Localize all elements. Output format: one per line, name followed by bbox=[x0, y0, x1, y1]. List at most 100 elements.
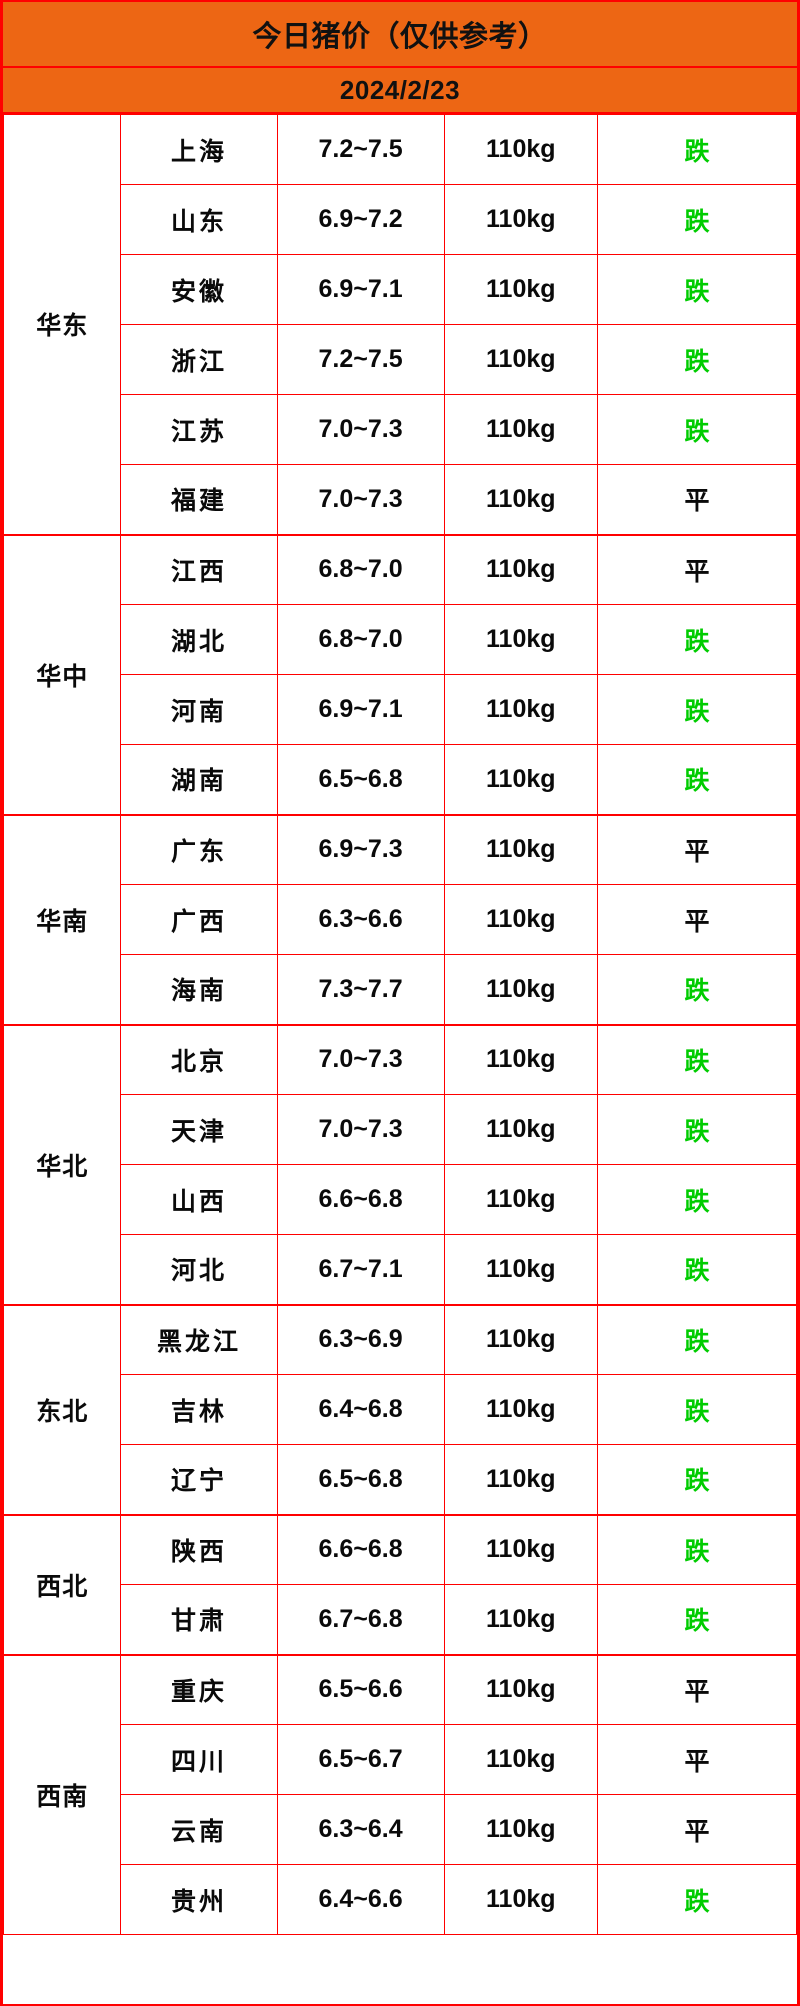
weight-cell: 110kg bbox=[443, 1724, 599, 1795]
weight-cell: 110kg bbox=[443, 254, 599, 325]
trend-cell: 平 bbox=[597, 1724, 797, 1795]
price-cell: 6.9~7.1 bbox=[276, 674, 445, 745]
price-cell: 6.3~6.9 bbox=[276, 1303, 445, 1375]
table-row: 河北 6.7~7.1 110kg 跌 bbox=[4, 1234, 797, 1305]
weight-cell: 110kg bbox=[443, 533, 599, 605]
trend-cell: 平 bbox=[597, 533, 797, 605]
report-date: 2024/2/23 bbox=[3, 68, 797, 114]
table-row: 贵州 6.4~6.6 110kg 跌 bbox=[4, 1864, 797, 1935]
province-cell: 贵州 bbox=[120, 1864, 278, 1935]
table-row: 山西 6.6~6.8 110kg 跌 bbox=[4, 1164, 797, 1235]
table-row: 辽宁 6.5~6.8 110kg 跌 bbox=[4, 1444, 797, 1515]
trend-cell: 平 bbox=[597, 1653, 797, 1725]
weight-cell: 110kg bbox=[443, 813, 599, 885]
province-cell: 河北 bbox=[120, 1234, 278, 1305]
price-cell: 6.4~6.8 bbox=[276, 1374, 445, 1445]
table-row: 吉林 6.4~6.8 110kg 跌 bbox=[4, 1374, 797, 1445]
price-cell: 6.5~6.8 bbox=[276, 744, 445, 815]
price-cell: 6.3~6.6 bbox=[276, 884, 445, 955]
trend-cell: 跌 bbox=[597, 1444, 797, 1515]
province-cell: 甘肃 bbox=[120, 1584, 278, 1655]
table-row: 云南 6.3~6.4 110kg 平 bbox=[4, 1794, 797, 1865]
weight-cell: 110kg bbox=[443, 1584, 599, 1655]
province-cell: 湖南 bbox=[120, 744, 278, 815]
trend-cell: 跌 bbox=[597, 1584, 797, 1655]
table-row: 天津 7.0~7.3 110kg 跌 bbox=[4, 1094, 797, 1165]
price-cell: 6.3~6.4 bbox=[276, 1794, 445, 1865]
trend-cell: 跌 bbox=[597, 324, 797, 395]
province-cell: 重庆 bbox=[120, 1653, 278, 1725]
province-cell: 安徽 bbox=[120, 254, 278, 325]
weight-cell: 110kg bbox=[443, 1164, 599, 1235]
province-cell: 江苏 bbox=[120, 394, 278, 465]
region-cell: 华北 bbox=[3, 1023, 122, 1305]
table-row: 华南 广东 6.9~7.3 110kg 平 bbox=[3, 813, 797, 1025]
table-row: 甘肃 6.7~6.8 110kg 跌 bbox=[4, 1584, 797, 1655]
table-row: 西南 重庆 6.5~6.6 110kg 平 bbox=[3, 1653, 797, 1935]
price-cell: 6.7~7.1 bbox=[276, 1234, 445, 1305]
province-cell: 黑龙江 bbox=[120, 1303, 278, 1375]
weight-cell: 110kg bbox=[443, 394, 599, 465]
price-cell: 6.5~6.7 bbox=[276, 1724, 445, 1795]
trend-cell: 跌 bbox=[597, 1234, 797, 1305]
region-cell: 华东 bbox=[3, 114, 122, 535]
trend-cell: 平 bbox=[597, 1794, 797, 1865]
price-cell: 7.0~7.3 bbox=[276, 394, 445, 465]
weight-cell: 110kg bbox=[443, 324, 599, 395]
region-cell: 华中 bbox=[3, 533, 122, 815]
weight-cell: 110kg bbox=[443, 1094, 599, 1165]
weight-cell: 110kg bbox=[443, 744, 599, 815]
table-row: 福建 7.0~7.3 110kg 平 bbox=[4, 464, 797, 535]
trend-cell: 跌 bbox=[597, 184, 797, 255]
price-table: 华东 上海 7.2~7.5 110kg 跌山东 6.9~7.2 110kg 跌安徽 6.9~7.… bbox=[3, 114, 797, 1935]
weight-cell: 110kg bbox=[443, 1513, 599, 1585]
trend-cell: 跌 bbox=[597, 604, 797, 675]
price-cell: 6.5~6.8 bbox=[276, 1444, 445, 1515]
province-cell: 广西 bbox=[120, 884, 278, 955]
price-cell: 7.0~7.3 bbox=[276, 464, 445, 535]
province-cell: 天津 bbox=[120, 1094, 278, 1165]
province-cell: 江西 bbox=[120, 533, 278, 605]
price-cell: 7.0~7.3 bbox=[276, 1023, 445, 1095]
table-row: 华北 北京 7.0~7.3 110kg 跌 bbox=[3, 1023, 797, 1305]
table-row: 湖北 6.8~7.0 110kg 跌 bbox=[4, 604, 797, 675]
trend-cell: 平 bbox=[597, 813, 797, 885]
trend-cell: 跌 bbox=[597, 954, 797, 1025]
weight-cell: 110kg bbox=[443, 1303, 599, 1375]
trend-cell: 跌 bbox=[597, 1374, 797, 1445]
weight-cell: 110kg bbox=[443, 114, 599, 185]
price-cell: 6.7~6.8 bbox=[276, 1584, 445, 1655]
weight-cell: 110kg bbox=[443, 184, 599, 255]
table-row: 四川 6.5~6.7 110kg 平 bbox=[4, 1724, 797, 1795]
province-cell: 广东 bbox=[120, 813, 278, 885]
region-cell: 西北 bbox=[3, 1513, 122, 1655]
price-cell: 6.8~7.0 bbox=[276, 533, 445, 605]
weight-cell: 110kg bbox=[443, 954, 599, 1025]
trend-cell: 跌 bbox=[597, 744, 797, 815]
weight-cell: 110kg bbox=[443, 674, 599, 745]
table-row: 河南 6.9~7.1 110kg 跌 bbox=[4, 674, 797, 745]
price-cell: 7.3~7.7 bbox=[276, 954, 445, 1025]
weight-cell: 110kg bbox=[443, 604, 599, 675]
province-cell: 云南 bbox=[120, 1794, 278, 1865]
province-cell: 辽宁 bbox=[120, 1444, 278, 1515]
trend-cell: 跌 bbox=[597, 394, 797, 465]
price-cell: 6.9~7.3 bbox=[276, 813, 445, 885]
province-cell: 吉林 bbox=[120, 1374, 278, 1445]
weight-cell: 110kg bbox=[443, 1444, 599, 1515]
trend-cell: 跌 bbox=[597, 1303, 797, 1375]
table-row: 浙江 7.2~7.5 110kg 跌 bbox=[4, 324, 797, 395]
trend-cell: 跌 bbox=[597, 1094, 797, 1165]
province-cell: 山西 bbox=[120, 1164, 278, 1235]
province-cell: 湖北 bbox=[120, 604, 278, 675]
province-cell: 陕西 bbox=[120, 1513, 278, 1585]
region-cell: 华南 bbox=[3, 813, 122, 1025]
table-row: 华东 上海 7.2~7.5 110kg 跌 bbox=[3, 114, 797, 535]
table-row: 山东 6.9~7.2 110kg 跌 bbox=[4, 184, 797, 255]
table-row: 东北 黑龙江 6.3~6.9 110kg 跌 bbox=[3, 1303, 797, 1515]
weight-cell: 110kg bbox=[443, 464, 599, 535]
price-cell: 6.6~6.8 bbox=[276, 1164, 445, 1235]
table-row: 安徽 6.9~7.1 110kg 跌 bbox=[4, 254, 797, 325]
trend-cell: 跌 bbox=[597, 1023, 797, 1095]
